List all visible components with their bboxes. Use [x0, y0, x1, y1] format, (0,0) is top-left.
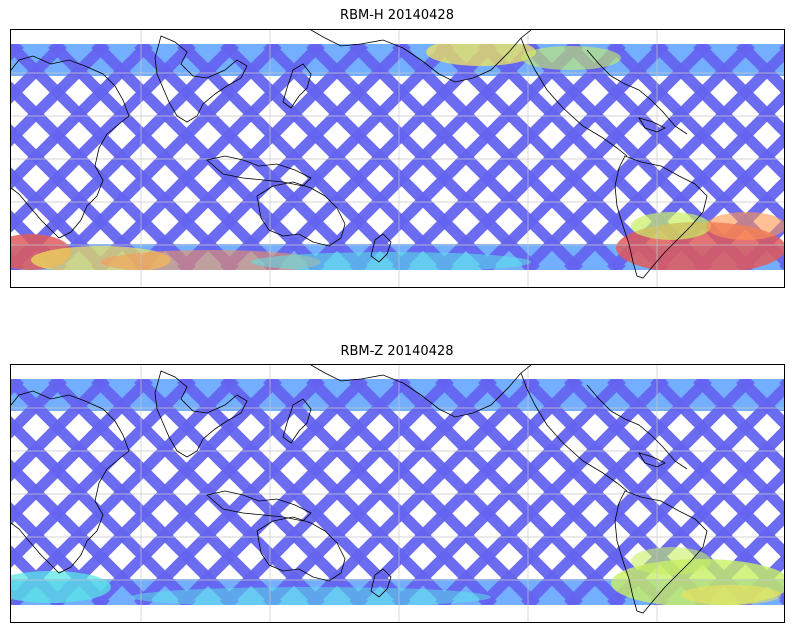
rbm-z-coastline	[370, 568, 392, 598]
rbm-h-coastline	[370, 233, 392, 263]
rbm-z-swath-asc	[349, 375, 583, 609]
rbm-z-orbit-swaths	[11, 375, 784, 609]
rbm-z-swath-asc	[736, 553, 784, 609]
rbm-h-swath-asc	[564, 46, 784, 274]
rbm-h-value-patch	[631, 212, 711, 240]
rbm-z-swath-desc	[736, 375, 784, 431]
rbm-h-value-patch	[101, 250, 321, 274]
rbm-h-swath-asc	[435, 40, 669, 274]
rbm-h-swath-asc	[11, 40, 67, 104]
rbm-z-north-no-data	[11, 365, 784, 379]
rbm-z-coastlines	[11, 365, 708, 614]
rbm-z-value-patch	[681, 585, 781, 605]
rbm-z-graticule	[11, 365, 784, 622]
rbm-z-coastline	[638, 452, 666, 468]
rbm-z-swath-asc	[779, 596, 784, 606]
rbm-z-south-no-data	[11, 605, 784, 622]
panel-2-title: RBM-Z 20140428	[340, 344, 454, 359]
rbm-h-swath-desc	[11, 167, 110, 274]
rbm-h-swath-asc	[11, 40, 196, 233]
rbm-z-coastline	[11, 390, 130, 574]
rbm-z-coastline	[282, 398, 312, 444]
rbm-h-swath-asc	[177, 40, 411, 274]
rbm-h-coastline	[206, 155, 312, 187]
rbm-z-coastline	[154, 370, 248, 458]
rbm-h-coastline	[638, 117, 666, 133]
rbm-z-swath-asc	[177, 375, 411, 609]
rbm-z-value-patch	[631, 547, 711, 575]
rbm-z-swath-asc	[11, 375, 239, 609]
rbm-h-swath-asc	[11, 40, 239, 274]
rbm-h-swath-desc	[736, 40, 784, 96]
rbm-z-swath-asc	[220, 375, 454, 609]
rbm-z-swath-asc	[521, 375, 755, 609]
rbm-z-coastline	[614, 490, 708, 614]
rbm-z-swath-asc	[11, 375, 153, 525]
rbm-h-swath-asc	[134, 40, 368, 274]
rbm-z-coastline	[206, 490, 312, 522]
rbm-h-swath-asc	[349, 40, 583, 274]
rbm-h-swath-asc	[779, 261, 784, 271]
rbm-z-swath-desc	[693, 375, 784, 474]
rbm-z-swath-desc	[11, 545, 67, 609]
rbm-h-value-patch	[251, 252, 531, 272]
rbm-h-swath-asc	[392, 40, 626, 274]
rbm-h-coastline	[614, 155, 708, 279]
rbm-z-swath-asc	[435, 375, 669, 609]
rbm-z-swath-asc	[306, 375, 540, 609]
panel-1-title: RBM-H 20140428	[340, 8, 454, 23]
rbm-h-layer	[11, 30, 784, 287]
rbm-h-south-no-data	[11, 270, 784, 287]
rbm-z-coastline	[586, 384, 688, 470]
rbm-z-coastline	[310, 365, 532, 418]
map-svg-rbm-h	[11, 30, 784, 287]
rbm-z-swath-asc	[134, 375, 368, 609]
rbm-z-swath-asc	[11, 375, 110, 482]
rbm-h-coastline	[154, 35, 248, 123]
rbm-h-coastlines	[11, 30, 708, 279]
rbm-h-swath-asc	[521, 40, 755, 274]
rbm-h-swath-asc	[91, 40, 325, 274]
rbm-z-swath-asc	[48, 375, 282, 609]
rbm-z-swath-asc	[392, 375, 626, 609]
rbm-z-coastline	[520, 372, 628, 492]
rbm-z-swath-asc	[91, 375, 325, 609]
rbm-z-coastline	[256, 516, 346, 582]
rbm-h-coastline	[11, 55, 130, 239]
rbm-h-swath-asc	[11, 40, 110, 147]
rbm-z-swath-asc	[478, 375, 712, 609]
rbm-z-swath-asc	[564, 381, 784, 609]
rbm-h-swath-desc	[11, 210, 67, 274]
rbm-h-coastline	[586, 49, 688, 135]
rbm-z-swath-desc	[11, 588, 24, 609]
rbm-h-swath-asc	[11, 40, 153, 190]
rbm-h-graticule	[11, 30, 784, 287]
rbm-h-swath-asc	[478, 40, 712, 274]
rbm-h-swath-desc	[693, 40, 784, 139]
rbm-z-swath-asc	[11, 375, 196, 568]
rbm-h-swath-asc	[306, 40, 540, 274]
rbm-z-swath-asc	[11, 375, 67, 439]
rbm-h-swath-asc	[48, 40, 282, 274]
rbm-z-swath-asc	[11, 375, 24, 396]
map-panel-rbm-h	[10, 29, 785, 288]
rbm-h-value-patch	[426, 38, 536, 66]
rbm-h-coastline	[256, 181, 346, 247]
rbm-h-coastline	[520, 37, 628, 157]
rbm-h-value-patch	[521, 46, 621, 70]
rbm-h-coastline	[310, 30, 532, 83]
rbm-h-north-no-data	[11, 30, 784, 44]
rbm-z-swath-desc	[11, 502, 110, 609]
rbm-h-orbit-swaths	[11, 40, 784, 274]
rbm-h-swath-desc	[779, 42, 784, 53]
rbm-z-layer	[11, 365, 784, 622]
rbm-z-value-patch	[11, 571, 111, 603]
map-svg-rbm-z	[11, 365, 784, 622]
rbm-h-value-patch	[706, 212, 784, 240]
rbm-h-coastline	[282, 63, 312, 109]
rbm-z-swath-desc	[779, 378, 784, 388]
rbm-z-value-patch	[131, 587, 491, 607]
rbm-h-swath-asc	[220, 40, 454, 274]
map-panel-rbm-z	[10, 364, 785, 623]
